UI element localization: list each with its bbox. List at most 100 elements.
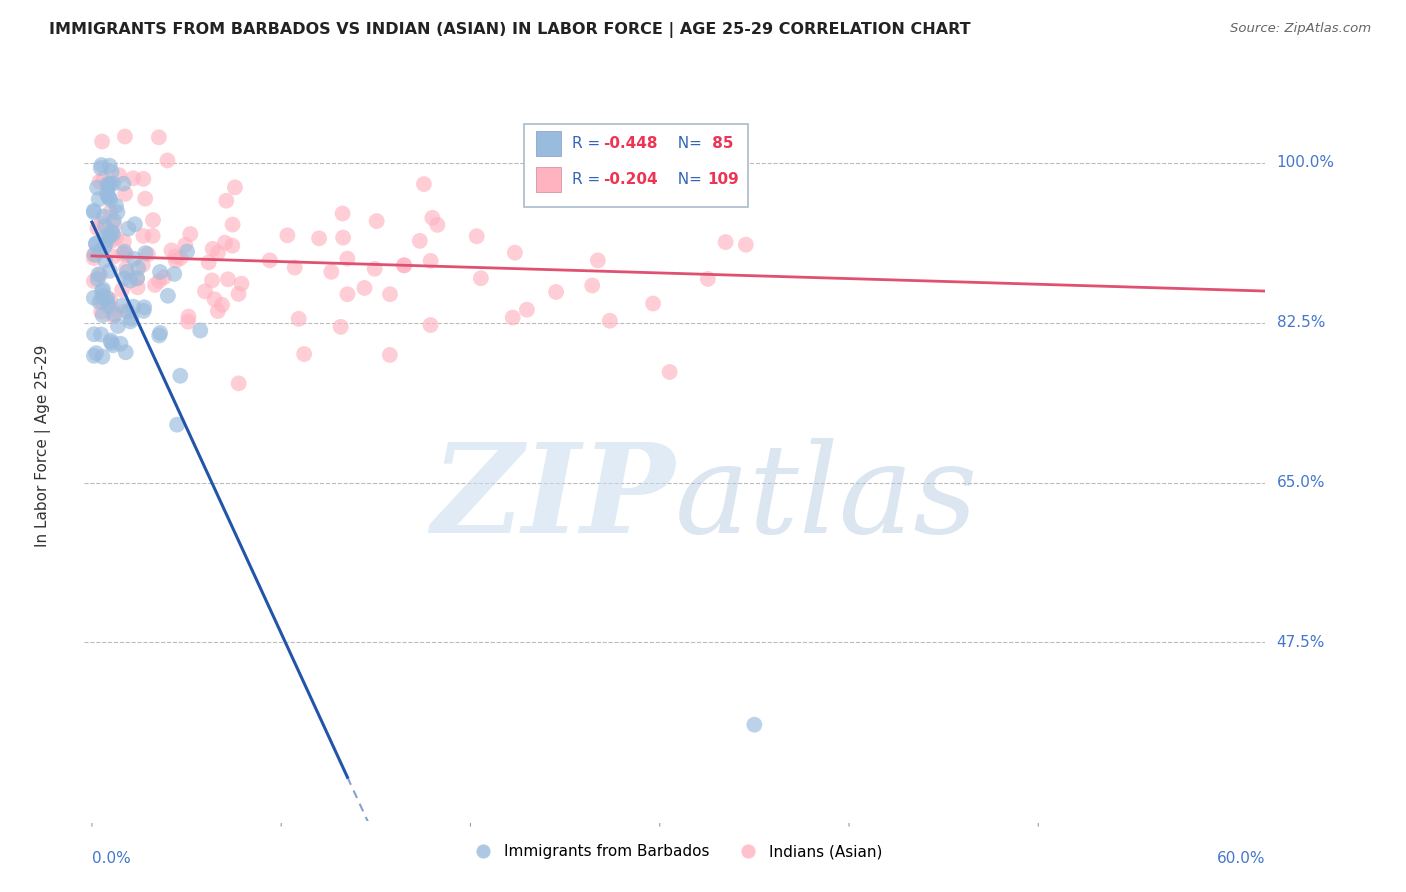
Point [329,319,352,334]
Point [143,277,166,292]
Point [103,307,125,321]
Point [744,717,766,731]
Point [98,230,121,244]
Point [83,291,105,305]
Point [86,180,108,194]
Point [127,280,149,294]
Legend: Immigrants from Barbados, Indians (Asian): Immigrants from Barbados, Indians (Asian… [461,838,889,865]
Point [120,314,142,328]
Point [98,228,121,243]
Point [98,190,121,204]
Point [100,164,122,178]
Point [100,334,122,348]
Point [163,267,186,281]
Text: Source: ZipAtlas.com: Source: ZipAtlas.com [1230,22,1371,36]
Point [136,247,159,261]
Text: R =: R = [572,172,606,186]
Point [221,218,243,232]
Point [96,186,118,201]
Point [101,250,124,264]
Point [97,299,120,313]
Point [156,289,179,303]
Point [98,193,121,207]
Point [321,265,343,279]
Point [465,229,488,244]
Text: 85: 85 [707,136,734,151]
Point [112,177,135,191]
Point [332,230,354,244]
Point [207,304,229,318]
Point [177,310,200,324]
Text: 82.5%: 82.5% [1277,315,1324,330]
Point [714,235,737,249]
Point [197,255,219,269]
Point [96,291,118,305]
Point [153,270,176,285]
Point [112,235,135,249]
Text: 65.0%: 65.0% [1277,475,1324,490]
Point [165,249,187,263]
Point [419,253,441,268]
Point [103,310,125,324]
Point [259,253,281,268]
Point [86,221,108,235]
Point [292,347,315,361]
Point [125,271,148,285]
Point [413,177,436,191]
Point [353,281,375,295]
Point [98,293,121,307]
Text: N=: N= [668,136,707,151]
Point [194,285,217,299]
Point [176,244,198,259]
Point [91,294,114,309]
Point [105,199,128,213]
Point [94,230,117,244]
Point [132,172,155,186]
Point [91,284,114,298]
Point [114,345,136,359]
Text: N=: N= [668,172,707,186]
Point [94,237,117,252]
Point [114,304,136,318]
Point [89,294,111,309]
Point [83,248,105,262]
Point [214,235,236,250]
Point [581,278,603,293]
Point [100,234,122,248]
Text: 100.0%: 100.0% [1277,155,1334,170]
Point [221,238,243,252]
Point [586,253,609,268]
Point [98,159,121,173]
Text: atlas: atlas [675,438,979,559]
Point [98,264,121,278]
Point [101,227,124,241]
Point [122,300,145,314]
Point [392,258,415,272]
Point [103,213,125,227]
Point [93,171,115,186]
Point [134,301,156,315]
Point [696,272,718,286]
Point [366,214,388,228]
Point [132,229,155,244]
Point [470,271,492,285]
Point [204,292,226,306]
Point [217,272,239,286]
Point [231,277,253,291]
Point [83,248,105,262]
Point [101,177,124,191]
Text: -0.204: -0.204 [603,172,658,186]
Point [215,194,238,208]
Point [93,240,115,254]
Point [100,335,122,350]
Point [516,302,538,317]
Point [97,189,120,203]
Point [378,287,401,301]
Point [392,258,415,272]
Point [84,236,107,251]
Point [89,244,111,258]
Point [115,261,138,276]
Point [169,368,191,383]
Point [207,245,229,260]
Point [91,289,114,303]
